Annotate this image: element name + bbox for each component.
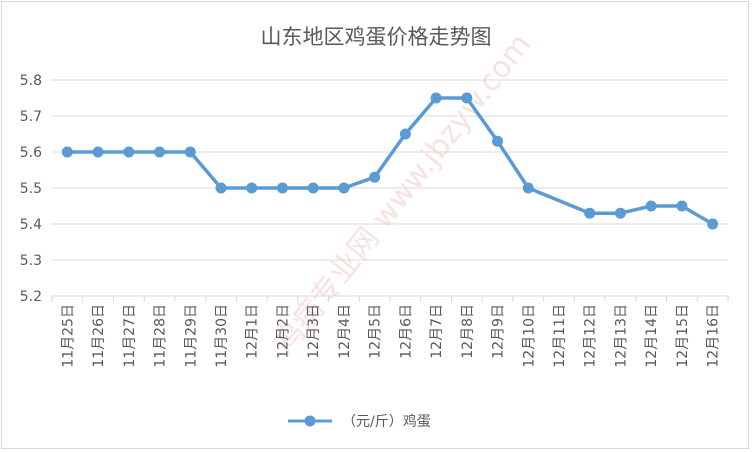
legend-label: （元/斤）鸡蛋 — [342, 413, 431, 430]
x-tick-label: 12月1日 — [245, 304, 261, 359]
x-tick-label: 11月25日 — [60, 304, 76, 368]
data-point — [61, 146, 73, 158]
x-tick-label: 12月15日 — [675, 304, 691, 368]
data-point — [614, 207, 626, 219]
y-axis: 5.2 5.3 5.4 5.5 5.6 5.7 5.8 — [20, 73, 42, 305]
data-point — [154, 146, 166, 158]
x-tick-label: 12月16日 — [706, 304, 722, 368]
data-point — [92, 146, 104, 158]
data-point — [184, 146, 196, 158]
data-point — [246, 182, 258, 194]
x-axis: 11月25日 11月26日 11月27日 11月28日 11月29日 11月30日 12月1… — [51, 296, 729, 368]
data-point — [307, 182, 319, 194]
x-tick-label: 12月4日 — [337, 304, 353, 359]
data-point — [369, 171, 381, 183]
data-point — [276, 182, 288, 194]
y-tick-label: 5.2 — [20, 289, 42, 305]
x-tick-label: 11月29日 — [183, 304, 199, 368]
x-tick-label: 11月27日 — [122, 304, 138, 368]
data-point — [676, 200, 688, 212]
y-tick-label: 5.8 — [20, 73, 42, 89]
x-tick-label: 11月26日 — [91, 304, 107, 368]
legend: （元/斤）鸡蛋 — [288, 413, 431, 430]
data-point — [215, 182, 227, 194]
x-tick-label: 11月30日 — [214, 304, 230, 368]
data-point — [399, 128, 411, 140]
y-tick-label: 5.7 — [20, 109, 42, 125]
x-tick-label: 12月13日 — [613, 304, 629, 368]
y-tick-label: 5.6 — [20, 145, 42, 161]
y-tick-label: 5.5 — [20, 181, 42, 197]
series-line — [61, 92, 719, 230]
grid-lines — [52, 79, 728, 297]
x-tick-label: 12月14日 — [644, 304, 660, 368]
y-tick-label: 5.3 — [20, 253, 42, 269]
chart-title: 山东地区鸡蛋价格走势图 — [261, 25, 492, 49]
x-tick-label: 12月8日 — [460, 304, 476, 359]
data-point — [338, 182, 350, 194]
legend-marker — [304, 415, 316, 427]
x-tick-label: 12月7日 — [429, 304, 445, 359]
x-tick-label: 12月12日 — [583, 304, 599, 368]
y-tick-label: 5.4 — [20, 217, 42, 233]
x-tick-label: 12月5日 — [368, 304, 384, 359]
data-point — [461, 92, 473, 104]
data-point — [584, 207, 596, 219]
data-point — [522, 182, 534, 194]
x-tick-label: 12月2日 — [275, 304, 291, 359]
data-point — [430, 92, 442, 104]
data-point — [492, 135, 504, 147]
x-tick-label: 12月10日 — [521, 304, 537, 368]
data-point — [123, 146, 135, 158]
data-point — [707, 218, 719, 230]
data-point — [645, 200, 657, 212]
x-tick-label: 12月9日 — [491, 304, 507, 359]
x-tick-label: 12月6日 — [398, 304, 414, 359]
x-tick-label: 11月28日 — [153, 304, 169, 368]
x-tick-label: 12月3日 — [306, 304, 322, 359]
x-tick-label: 12月11日 — [552, 304, 568, 368]
